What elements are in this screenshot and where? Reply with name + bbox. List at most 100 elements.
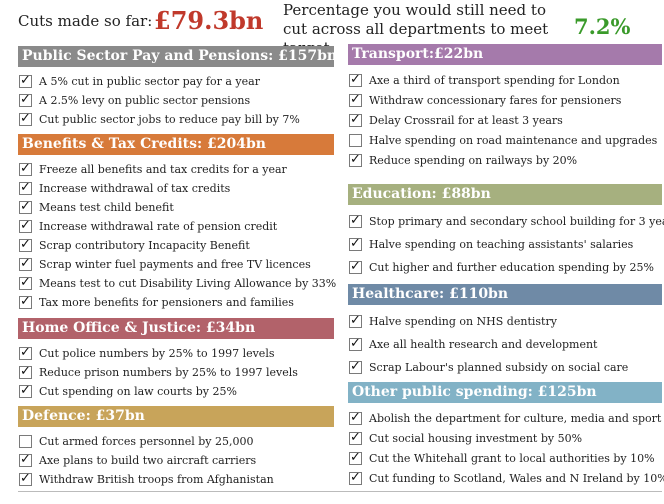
checked-checkbox-icon[interactable] — [19, 73, 32, 88]
option-item[interactable]: Cut funding to Scotland, Wales and N Ire… — [348, 468, 664, 488]
option-item[interactable]: Freeze all benefits and tax credits for … — [18, 160, 334, 179]
cuts-made-value: £79.3bn — [154, 6, 264, 35]
option-item[interactable]: Increase withdrawal of tax credits — [18, 179, 334, 198]
checked-checkbox-icon[interactable] — [349, 410, 362, 425]
option-item[interactable]: Abolish the department for culture, medi… — [348, 408, 662, 428]
checked-checkbox-icon[interactable] — [349, 213, 362, 228]
checked-checkbox-icon[interactable] — [349, 236, 362, 251]
option-label: Cut social housing investment by 50% — [369, 431, 583, 445]
option-item[interactable]: Cut public sector jobs to reduce pay bil… — [18, 110, 334, 129]
header: Cuts made so far: £79.3bn Percentage you… — [0, 0, 664, 57]
checked-checkbox-icon[interactable] — [349, 450, 362, 465]
option-label: Stop primary and secondary school buildi… — [369, 215, 664, 228]
checked-checkbox-icon[interactable] — [19, 92, 32, 107]
option-item[interactable]: Axe all health research and development — [348, 333, 662, 356]
section-title: Transport:£22bn — [348, 44, 662, 65]
checked-checkbox-icon[interactable] — [19, 161, 32, 176]
checked-checkbox-icon[interactable] — [19, 383, 32, 398]
option-item[interactable]: Withdraw British troops from Afghanistan — [18, 470, 334, 489]
section-title: Benefits & Tax Credits: £204bn — [18, 134, 334, 155]
option-item[interactable]: Means test child benefit — [18, 198, 334, 217]
checked-checkbox-icon[interactable] — [19, 199, 32, 214]
checked-checkbox-icon[interactable] — [349, 72, 362, 87]
unchecked-checkbox-icon[interactable] — [19, 435, 32, 448]
option-label: Reduce spending on railways by 20% — [369, 153, 578, 167]
option-label: Cut spending on law courts by 25% — [39, 385, 237, 398]
option-label: Tax more benefits for pensioners and fam… — [39, 296, 294, 309]
checked-checkbox-icon[interactable] — [19, 111, 32, 126]
option-item[interactable]: Cut spending on law courts by 25% — [18, 382, 334, 401]
option-label: Means test to cut Disability Living Allo… — [39, 277, 337, 290]
checked-checkbox-icon[interactable] — [349, 112, 362, 127]
section-title: Home Office & Justice: £34bn — [18, 318, 334, 339]
option-item[interactable]: Stop primary and secondary school buildi… — [348, 210, 664, 233]
checked-checkbox-icon[interactable] — [349, 92, 362, 107]
option-label: Reduce prison numbers by 25% to 1997 lev… — [39, 366, 298, 379]
checked-checkbox-icon[interactable] — [349, 470, 362, 485]
unchecked-checkbox-icon[interactable] — [349, 133, 362, 147]
option-label: Cut the Whitehall grant to local authori… — [369, 451, 655, 465]
checked-checkbox-icon[interactable] — [19, 256, 32, 271]
checked-checkbox-icon[interactable] — [349, 259, 362, 274]
option-label: A 5% cut in public sector pay for a year — [39, 75, 260, 88]
option-label: Cut higher and further education spendin… — [369, 261, 654, 274]
checked-checkbox-icon[interactable] — [349, 359, 362, 374]
divider — [18, 491, 662, 492]
checked-checkbox-icon[interactable] — [349, 430, 362, 445]
checked-checkbox-icon[interactable] — [19, 218, 32, 233]
option-label: Cut public sector jobs to reduce pay bil… — [39, 113, 300, 126]
option-label: Increase withdrawal of tax credits — [39, 182, 231, 195]
option-item[interactable]: Reduce spending on railways by 20% — [348, 150, 662, 170]
option-item[interactable]: Axe a third of transport spending for Lo… — [348, 70, 662, 90]
option-item[interactable]: Scrap winter fuel payments and free TV l… — [18, 255, 334, 274]
section-title: Healthcare: £110bn — [348, 284, 662, 305]
option-item[interactable]: Cut armed forces personnel by 25,000 — [18, 432, 334, 451]
checked-checkbox-icon[interactable] — [19, 275, 32, 290]
option-item[interactable]: Withdraw concessionary fares for pension… — [348, 90, 662, 110]
option-item[interactable]: Means test to cut Disability Living Allo… — [18, 274, 337, 293]
option-label: Cut funding to Scotland, Wales and N Ire… — [369, 471, 664, 485]
section-education: Education: £88bn Stop primary and seconda… — [348, 184, 664, 279]
option-label: Freeze all benefits and tax credits for … — [39, 163, 287, 176]
option-label: Withdraw British troops from Afghanistan — [39, 473, 274, 486]
checked-checkbox-icon[interactable] — [19, 237, 32, 252]
checked-checkbox-icon[interactable] — [349, 313, 362, 328]
option-item[interactable]: Halve spending on road maintenance and u… — [348, 130, 662, 150]
option-item[interactable]: Reduce prison numbers by 25% to 1997 lev… — [18, 363, 334, 382]
option-item[interactable]: Delay Crossrail for at least 3 years — [348, 110, 662, 130]
option-item[interactable]: A 2.5% levy on public sector pensions — [18, 91, 334, 110]
option-item[interactable]: A 5% cut in public sector pay for a year — [18, 72, 334, 91]
option-item[interactable]: Halve spending on teaching assistants' s… — [348, 233, 662, 256]
option-item[interactable]: Increase withdrawal rate of pension cred… — [18, 217, 334, 236]
option-item[interactable]: Cut police numbers by 25% to 1997 levels — [18, 344, 334, 363]
checked-checkbox-icon[interactable] — [19, 345, 32, 360]
option-item[interactable]: Axe plans to build two aircraft carriers — [18, 451, 334, 470]
option-label: Axe a third of transport spending for Lo… — [369, 73, 620, 87]
option-item[interactable]: Tax more benefits for pensioners and fam… — [18, 293, 334, 312]
section-title: Other public spending: £125bn — [348, 382, 662, 403]
option-label: Delay Crossrail for at least 3 years — [369, 113, 563, 127]
checked-checkbox-icon[interactable] — [19, 180, 32, 195]
option-item[interactable]: Halve spending on NHS dentistry — [348, 310, 662, 333]
option-label: Scrap Labour's planned subsidy on social… — [369, 361, 629, 374]
option-item[interactable]: Scrap Labour's planned subsidy on social… — [348, 356, 662, 379]
checked-checkbox-icon[interactable] — [19, 471, 32, 486]
checked-checkbox-icon[interactable] — [19, 294, 32, 309]
option-item[interactable]: Cut social housing investment by 50% — [348, 428, 662, 448]
section-healthcare: Healthcare: £110bn Halve spending on NHS … — [348, 284, 662, 379]
checked-checkbox-icon[interactable] — [349, 152, 362, 167]
option-label: Abolish the department for culture, medi… — [369, 411, 662, 425]
checked-checkbox-icon[interactable] — [19, 364, 32, 379]
checked-checkbox-icon[interactable] — [349, 336, 362, 351]
option-label: Scrap winter fuel payments and free TV l… — [39, 258, 311, 271]
option-item[interactable]: Cut the Whitehall grant to local authori… — [348, 448, 662, 468]
option-label: Axe plans to build two aircraft carriers — [39, 454, 257, 467]
option-label: Axe all health research and development — [369, 338, 598, 351]
option-item[interactable]: Cut higher and further education spendin… — [348, 256, 662, 279]
option-item[interactable]: Scrap contributory Incapacity Benefit — [18, 236, 334, 255]
option-label: Halve spending on NHS dentistry — [369, 315, 557, 328]
option-label: Means test child benefit — [39, 201, 174, 214]
option-label: Withdraw concessionary fares for pension… — [369, 93, 622, 107]
checked-checkbox-icon[interactable] — [19, 452, 32, 467]
option-label: Increase withdrawal rate of pension cred… — [39, 220, 278, 233]
